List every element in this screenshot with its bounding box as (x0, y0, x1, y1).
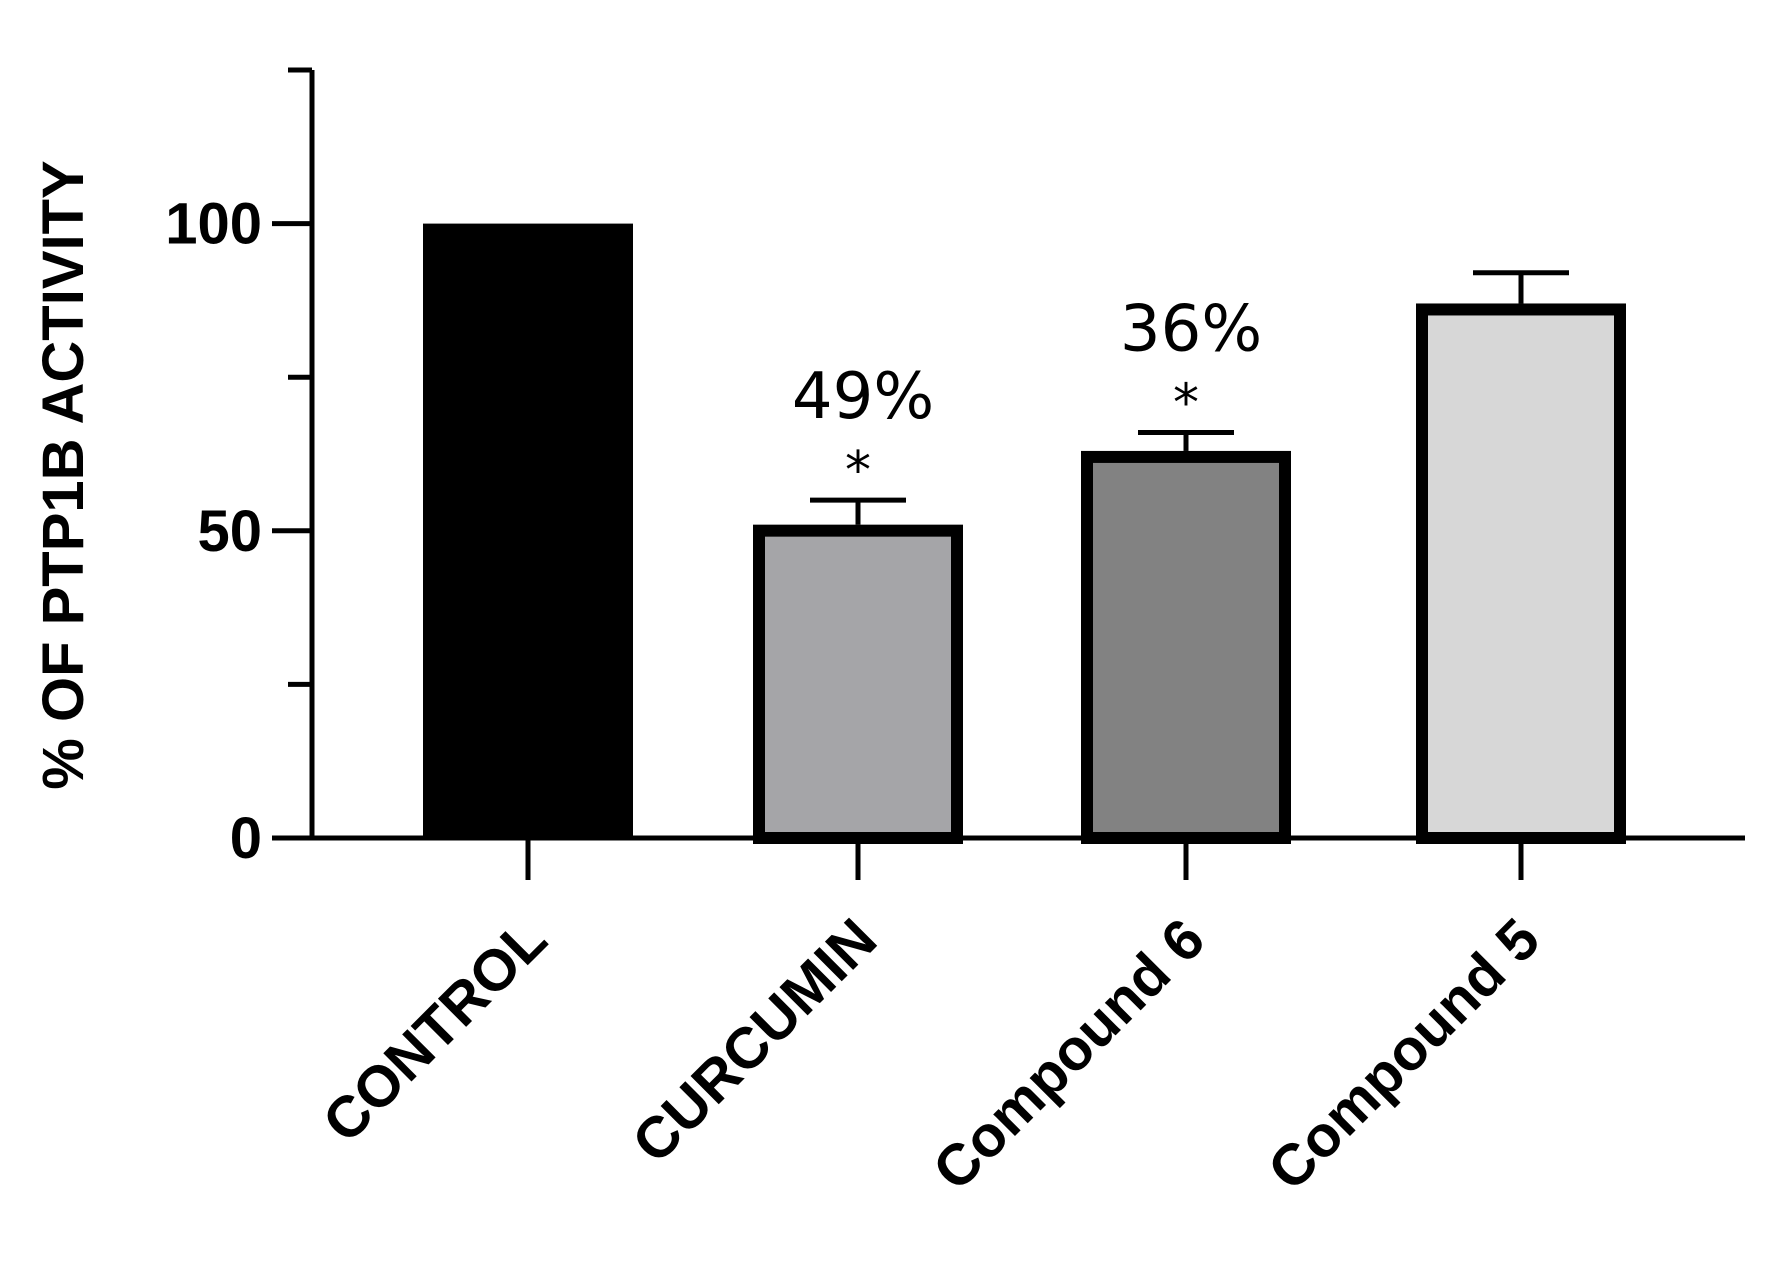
x-tick-label-compound-6: Compound 6 (921, 906, 1218, 1203)
percent-label-curcumin: 49% (792, 360, 934, 434)
x-tick-label-curcumin: CURCUMIN (620, 906, 889, 1175)
bars-layer (423, 223, 1626, 844)
percent-label-compound-6: 36% (1120, 292, 1262, 366)
bar-curcumin (753, 524, 963, 844)
annotations-layer: * 49% * 36% (792, 292, 1262, 501)
bar-control (423, 223, 633, 839)
y-ticks-layer: 0 50 100 (165, 67, 312, 871)
significance-marker-curcumin: * (845, 441, 871, 501)
y-tick-label-50: 50 (197, 499, 262, 564)
bar-compound-5 (1416, 303, 1626, 844)
x-tick-label-compound-5: Compound 5 (1256, 906, 1553, 1203)
y-tick-label-100: 100 (165, 192, 262, 257)
y-axis-title: % OF PTP1B ACTIVITY (31, 160, 96, 789)
error-bars-layer (810, 270, 1569, 525)
x-tick-label-control: CONTROL (310, 906, 559, 1155)
significance-marker-compound-6: * (1173, 373, 1199, 433)
axes-layer (309, 70, 1745, 841)
bar-compound-6 (1081, 450, 1291, 844)
x-ticks-layer: CONTROL CURCUMIN Compound 6 Compound 5 (310, 838, 1552, 1203)
y-tick-label-0: 0 (230, 806, 262, 871)
